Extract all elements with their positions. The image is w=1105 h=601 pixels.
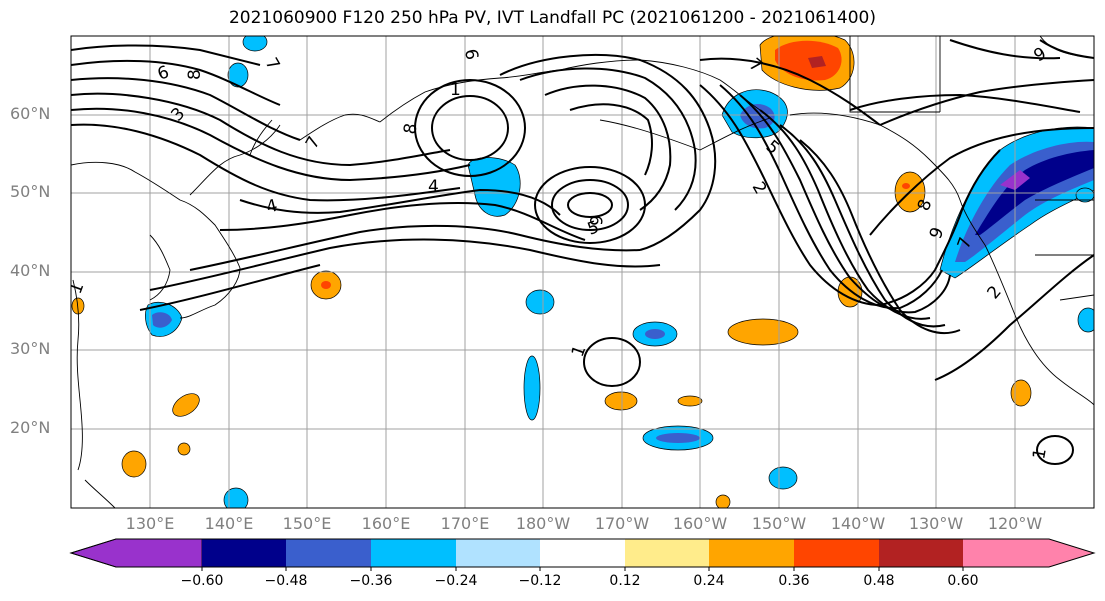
lon-label: 140°W	[830, 514, 886, 533]
contour-label: 8	[400, 122, 422, 136]
contour-label: 4	[428, 177, 439, 197]
contour-label: 8	[185, 69, 205, 80]
lon-label: 150°E	[282, 514, 332, 533]
contour-label: 1	[1029, 447, 1051, 461]
colorbar-tick-label: 0.60	[947, 573, 979, 589]
shade-bering-positive	[759, 36, 855, 91]
colorbar-segment	[709, 539, 794, 567]
lon-label: 180°W	[515, 514, 571, 533]
colorbar-segment	[625, 539, 709, 567]
colorbar-segment	[202, 539, 286, 567]
colorbar-segment	[371, 539, 456, 567]
contour-label: 1	[450, 80, 461, 100]
colorbar-tick-label: 0.36	[778, 573, 810, 589]
shade-mid-north-pacific-negative	[467, 157, 521, 217]
contour-label: 6	[585, 215, 605, 226]
colorbar-segment-high-extend	[963, 539, 1094, 567]
colorbar-tick-label: −0.24	[434, 573, 478, 589]
lon-label: 160°E	[361, 514, 411, 533]
map-frame	[70, 35, 1095, 509]
contour-label: 4	[264, 196, 280, 218]
contour-label: 6	[460, 47, 482, 61]
colorbar-segment	[456, 539, 540, 567]
colorbar-segment	[286, 539, 371, 567]
lon-label: 170°W	[594, 514, 650, 533]
map-title: 2021060900 F120 250 hPa PV, IVT Landfall…	[228, 8, 876, 28]
colorbar-segment	[879, 539, 963, 567]
colorbar-tick-label: −0.48	[264, 573, 308, 589]
lon-label: 170°E	[440, 514, 490, 533]
shade-japan-negative	[145, 301, 183, 337]
lon-label: 160°W	[672, 514, 728, 533]
colorbar-tick-label: −0.36	[349, 573, 393, 589]
lat-label: 40°N	[10, 261, 51, 280]
lat-label: 20°N	[10, 418, 51, 437]
colorbar-segment	[540, 539, 625, 567]
lon-label: 130°W	[908, 514, 964, 533]
lat-label: 60°N	[10, 104, 51, 123]
colorbar-tick-label: −0.12	[518, 573, 562, 589]
lat-label: 50°N	[10, 182, 51, 201]
colorbar	[69, 538, 1096, 571]
colorbar-tick-label: 0.48	[863, 573, 895, 589]
colorbar-segment	[794, 539, 879, 567]
colorbar-tick-label: 0.12	[609, 573, 641, 589]
colorbar-tick-label: −0.60	[180, 573, 224, 589]
ivt-shading	[71, 36, 1094, 508]
coastlines	[71, 36, 1094, 508]
lon-label: 130°E	[125, 514, 175, 533]
lon-label: 140°E	[204, 514, 254, 533]
graticule	[71, 36, 1094, 508]
colorbar-segment-low-extend	[69, 538, 203, 568]
lat-label: 30°N	[10, 339, 51, 358]
shade-misc	[71, 36, 1094, 508]
colorbar-tick-label: 0.24	[693, 573, 725, 589]
pv-contours	[71, 39, 1094, 465]
lon-label: 150°W	[751, 514, 807, 533]
lon-label: 120°W	[987, 514, 1043, 533]
